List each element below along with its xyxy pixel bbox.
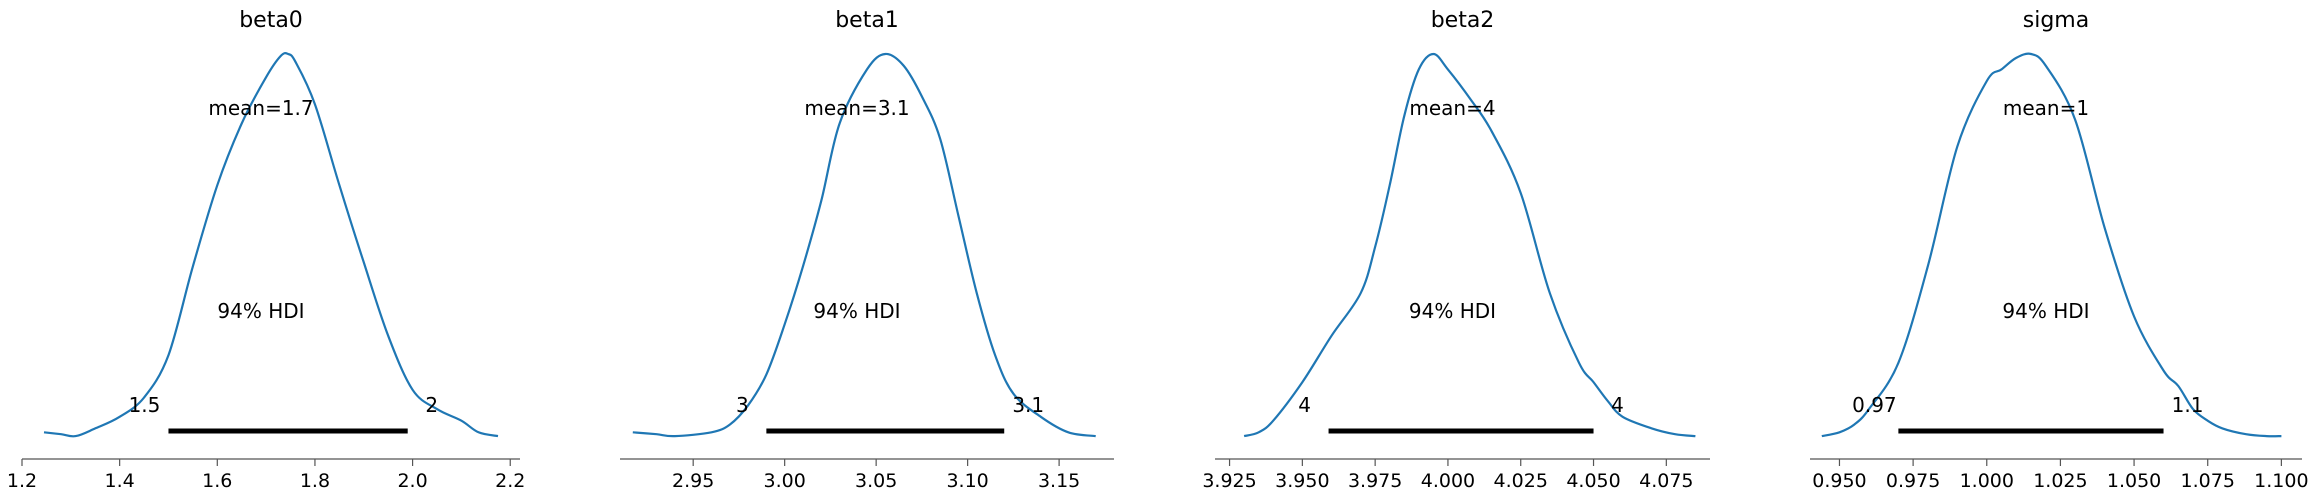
hdi-label: 94% HDI [1409,299,1496,323]
x-tick-label: 3.10 [946,470,988,492]
hdi-high-label: 4 [1611,393,1624,417]
x-tick-label: 2.0 [397,470,427,492]
x-tick-label: 2.95 [672,470,714,492]
x-tick-label: 3.950 [1275,470,1329,492]
panel-title: beta2 [1431,8,1495,33]
x-tick-label: 3.975 [1348,470,1402,492]
x-tick-label: 1.8 [300,470,330,492]
x-tick-label: 0.975 [1886,470,1940,492]
x-tick-label: 1.050 [2107,470,2161,492]
hdi-high-label: 2 [425,393,438,417]
x-tick-label: 3.15 [1038,470,1080,492]
hdi-low-label: 0.97 [1852,393,1897,417]
x-tick-label: 4.025 [1494,470,1548,492]
x-tick-label: 1.025 [2033,470,2087,492]
x-tick-label: 3.00 [764,470,806,492]
x-tick-label: 4.075 [1639,470,1693,492]
x-tick-label: 1.2 [7,470,37,492]
x-tick-label: 1.6 [202,470,232,492]
x-tick-label: 1.000 [1960,470,2014,492]
hdi-high-label: 3.1 [1012,393,1044,417]
x-tick-label: 4.050 [1566,470,1620,492]
x-tick-label: 0.950 [1812,470,1866,492]
posterior-panel-beta1: beta1 mean=3.1 94% HDI 3 3.1 2.95 3.00 3.05 3.10… [620,8,1114,492]
panel-title: sigma [2023,8,2089,33]
posterior-panel-beta2: beta2 mean=4 94% HDI 4 4 3.925 3.950 3.975 4.000… [1202,8,1710,492]
density-curve [632,52,1096,438]
mean-label: mean=1.7 [208,96,313,120]
density-curve [43,52,499,438]
panel-title: beta1 [835,8,899,33]
x-tick-label: 1.4 [105,470,135,492]
mean-label: mean=4 [1409,96,1495,120]
hdi-high-label: 1.1 [2172,393,2204,417]
hdi-label: 94% HDI [813,299,900,323]
x-tick-label: 3.05 [855,470,897,492]
x-tick-label: 3.925 [1202,470,1256,492]
x-tick-label: 4.000 [1421,470,1475,492]
mean-label: mean=3.1 [804,96,909,120]
density-curve [1821,52,2282,438]
posterior-panel-sigma: sigma mean=1 94% HDI 0.97 1.1 0.950 0.975 1.000… [1810,8,2309,492]
x-tick-label: 1.075 [2181,470,2235,492]
hdi-label: 94% HDI [217,299,304,323]
hdi-label: 94% HDI [2002,299,2089,323]
x-tick-label: 2.2 [495,470,525,492]
panel-title: beta0 [239,8,303,33]
density-curve [1243,52,1696,438]
hdi-low-label: 4 [1298,393,1311,417]
x-tick-label: 1.100 [2254,470,2308,492]
hdi-low-label: 1.5 [129,393,161,417]
hdi-low-label: 3 [736,393,749,417]
posterior-panel-beta0: beta0 mean=1.7 94% HDI 1.5 2 1.2 1.4 1.6 1.8 2.0 2… [7,8,525,492]
mean-label: mean=1 [2003,96,2089,120]
